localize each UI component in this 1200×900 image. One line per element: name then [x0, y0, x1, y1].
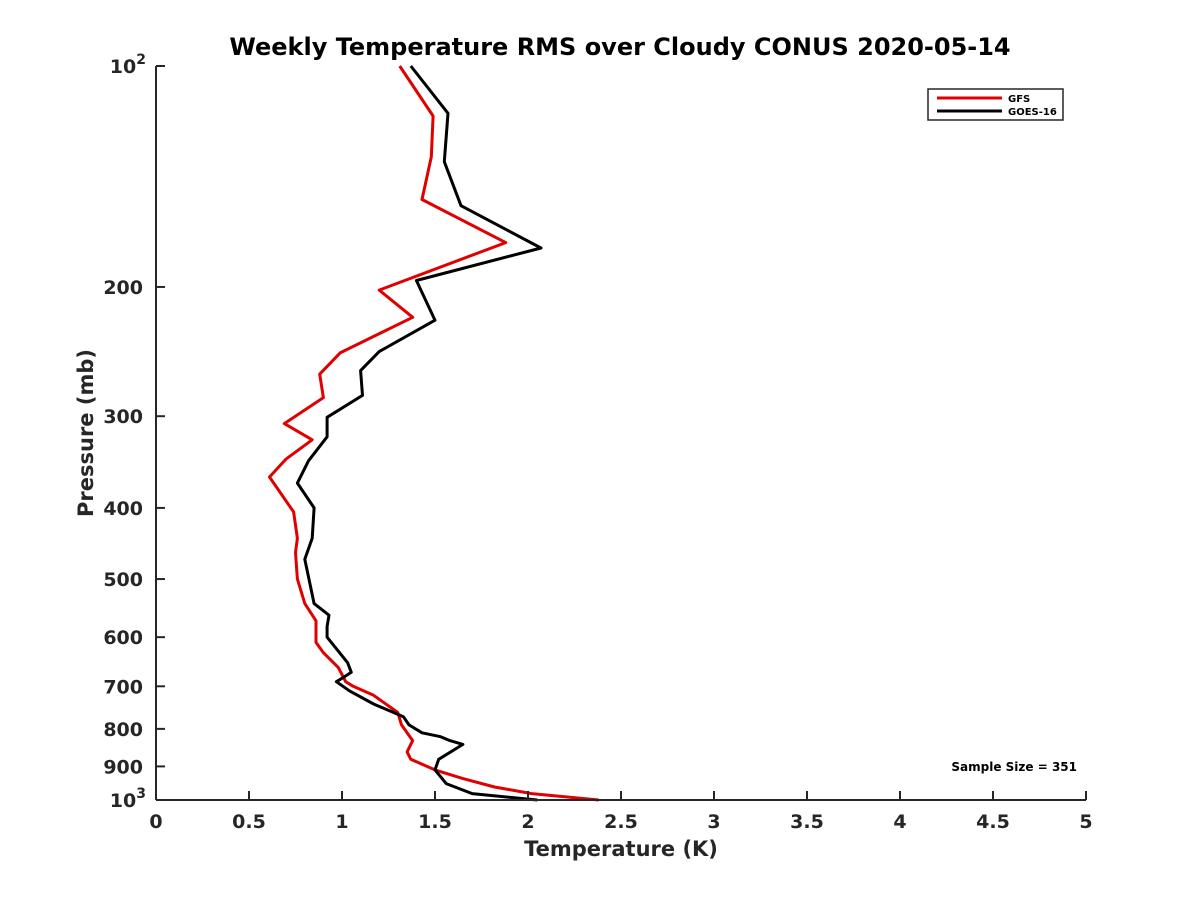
y-ticks: 102 200 300 400 500 600 700 800 900 103: [103, 52, 165, 812]
x-ticks: 0 0.5 1 1.5 2 2.5 3 3.5 4 4.5 5: [149, 791, 1093, 833]
chart-title: Weekly Temperature RMS over Cloudy CONUS…: [229, 33, 1010, 61]
sample-size-annotation: Sample Size = 351: [951, 760, 1077, 774]
legend-box: [927, 88, 1064, 121]
y-tick-label: 400: [103, 498, 143, 520]
y-tick-label: 103: [110, 786, 146, 812]
legend: GFS GOES-16: [927, 88, 1064, 121]
y-tick-label: 800: [103, 719, 143, 741]
x-tick-label: 5: [1079, 811, 1092, 833]
y-tick-label: 200: [103, 277, 143, 299]
y-tick-label: 900: [103, 756, 143, 778]
x-tick-label: 4: [893, 811, 906, 833]
x-tick-label: 4.5: [976, 811, 1010, 833]
legend-label-goes-16: GOES-16: [1008, 107, 1057, 118]
y-tick-label: 600: [103, 627, 143, 649]
y-tick-label: 500: [103, 569, 143, 591]
legend-label-gfs: GFS: [1008, 94, 1030, 105]
x-tick-label: 3: [707, 811, 720, 833]
y-tick-label: 300: [103, 406, 143, 428]
x-tick-label: 0.5: [232, 811, 266, 833]
x-tick-label: 1.5: [418, 811, 452, 833]
x-axis-label: Temperature (K): [524, 837, 718, 861]
y-axis-label: Pressure (mb): [74, 349, 98, 517]
x-tick-label: 2.5: [604, 811, 638, 833]
x-tick-label: 3.5: [790, 811, 824, 833]
series-line-gfs: [268, 65, 599, 802]
x-tick-label: 1: [335, 811, 348, 833]
y-tick-label: 700: [103, 676, 143, 698]
x-tick-label: 0: [149, 811, 162, 833]
series-line-goes-16: [295, 65, 543, 802]
y-tick-label: 102: [110, 52, 146, 78]
series-layer: [268, 65, 599, 802]
x-tick-label: 2: [521, 811, 534, 833]
